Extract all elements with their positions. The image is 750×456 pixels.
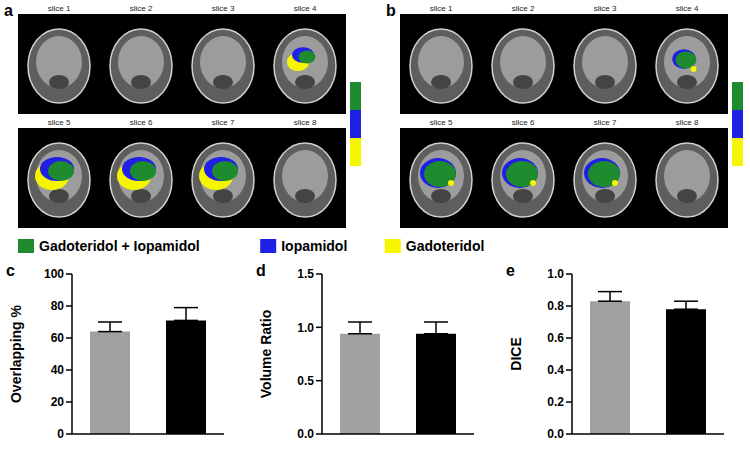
svg-text:0.6: 0.6 — [547, 331, 564, 345]
svg-text:80: 80 — [51, 299, 65, 313]
svg-text:slice 8: slice 8 — [676, 118, 699, 127]
svg-text:0.4: 0.4 — [547, 363, 564, 377]
svg-text:slice 3: slice 3 — [594, 4, 617, 13]
svg-text:60: 60 — [51, 331, 65, 345]
svg-text:0.0: 0.0 — [547, 427, 564, 441]
svg-text:DICE: DICE — [508, 337, 524, 370]
svg-text:1.0: 1.0 — [297, 321, 314, 335]
html-text:e: e — [506, 262, 515, 279]
svg-text:slice 8: slice 8 — [294, 118, 317, 127]
svg-text:0.0: 0.0 — [297, 427, 314, 441]
svg-text:Volume Ratio: Volume Ratio — [258, 310, 274, 398]
svg-text:Overlapping %: Overlapping % — [8, 304, 24, 403]
svg-text:a: a — [4, 2, 13, 19]
svg-text:40: 40 — [51, 363, 65, 377]
svg-text:slice 6: slice 6 — [130, 118, 153, 127]
svg-text:Gadoteridol: Gadoteridol — [406, 238, 485, 254]
svg-text:slice 5: slice 5 — [430, 118, 453, 127]
svg-text:0.2: 0.2 — [547, 395, 564, 409]
svg-text:0: 0 — [57, 427, 64, 441]
svg-text:0.8: 0.8 — [547, 299, 564, 313]
svg-text:slice 1: slice 1 — [48, 4, 71, 13]
svg-text:100: 100 — [44, 267, 64, 281]
html-text:d: d — [256, 262, 266, 279]
svg-text:slice 4: slice 4 — [676, 4, 699, 13]
svg-text:slice 4: slice 4 — [294, 4, 317, 13]
svg-text:1.5: 1.5 — [297, 267, 314, 281]
svg-text:Iopamidol: Iopamidol — [281, 238, 347, 254]
svg-text:slice 7: slice 7 — [212, 118, 235, 127]
svg-text:slice 2: slice 2 — [512, 4, 535, 13]
svg-text:slice 2: slice 2 — [130, 4, 153, 13]
svg-text:0.5: 0.5 — [297, 374, 314, 388]
svg-text:slice 5: slice 5 — [48, 118, 71, 127]
svg-text:b: b — [386, 2, 396, 19]
html-text:c: c — [6, 262, 15, 279]
svg-text:slice 1: slice 1 — [430, 4, 453, 13]
svg-text:slice 3: slice 3 — [212, 4, 235, 13]
svg-text:1.0: 1.0 — [547, 267, 564, 281]
svg-text:slice 6: slice 6 — [512, 118, 535, 127]
svg-text:20: 20 — [51, 395, 65, 409]
svg-text:slice 7: slice 7 — [594, 118, 617, 127]
svg-text:Gadoteridol + Iopamidol: Gadoteridol + Iopamidol — [39, 238, 200, 254]
